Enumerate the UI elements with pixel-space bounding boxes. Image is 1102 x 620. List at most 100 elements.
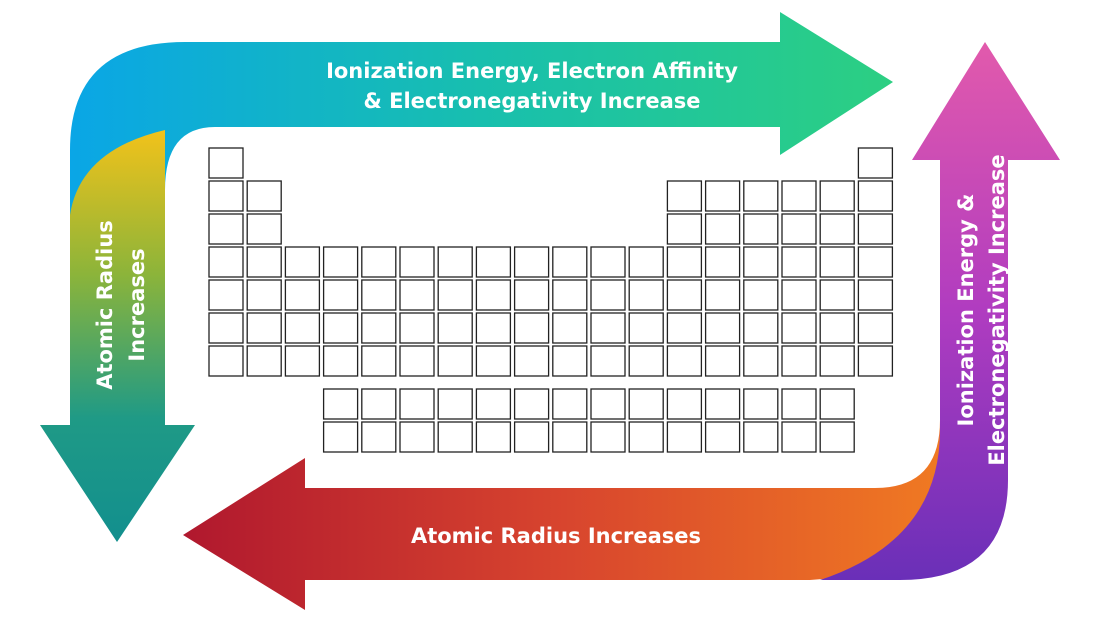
element-cell <box>704 388 741 420</box>
element-cell <box>743 279 779 311</box>
element-cell <box>857 213 894 245</box>
element-cell <box>513 421 550 453</box>
top-arrow <box>70 12 893 240</box>
element-cell <box>513 345 550 377</box>
element-cell <box>819 279 855 311</box>
element-cell <box>552 279 588 311</box>
element-cell <box>666 279 703 311</box>
element-cell <box>284 312 321 344</box>
element-cell <box>666 312 703 344</box>
element-cell <box>743 246 779 278</box>
element-cell <box>552 345 588 377</box>
element-cell <box>781 312 817 344</box>
element-cell <box>857 147 894 179</box>
element-cell <box>704 213 741 245</box>
element-cell <box>590 246 626 278</box>
element-cell <box>322 345 359 377</box>
element-cell <box>857 345 894 377</box>
element-cell <box>666 180 703 212</box>
element-cell <box>475 246 512 278</box>
element-cell <box>284 279 321 311</box>
element-cell <box>743 213 779 245</box>
element-cell <box>552 421 588 453</box>
element-cell <box>781 421 817 453</box>
element-cell <box>819 312 855 344</box>
element-cell <box>208 246 244 278</box>
element-cell <box>399 279 435 311</box>
element-cell <box>475 279 512 311</box>
element-cell <box>399 312 435 344</box>
element-cell <box>819 421 855 453</box>
element-cell <box>743 180 779 212</box>
left-arrow <box>40 130 195 542</box>
element-cell <box>361 345 397 377</box>
element-cell <box>666 246 703 278</box>
right-label: Ionization Energy & <box>954 194 978 427</box>
element-cell <box>399 388 435 420</box>
element-cell <box>857 279 894 311</box>
element-cell <box>208 279 244 311</box>
element-cell <box>666 388 703 420</box>
element-cell <box>437 345 473 377</box>
right-label: Electronegativity Increase <box>985 154 1009 465</box>
periodic-table <box>208 147 894 453</box>
element-cell <box>666 421 703 453</box>
element-cell <box>246 345 282 377</box>
element-cell <box>322 246 359 278</box>
element-cell <box>743 388 779 420</box>
element-cell <box>437 312 473 344</box>
element-cell <box>208 180 244 212</box>
right-arrow <box>820 42 1060 580</box>
element-cell <box>513 388 550 420</box>
element-cell <box>628 345 664 377</box>
element-cell <box>246 312 282 344</box>
element-cell <box>628 279 664 311</box>
element-cell <box>704 345 741 377</box>
element-cell <box>399 246 435 278</box>
element-cell <box>322 312 359 344</box>
element-cell <box>857 312 894 344</box>
element-cell <box>361 421 397 453</box>
element-cell <box>246 213 282 245</box>
element-cell <box>208 345 244 377</box>
element-cell <box>475 421 512 453</box>
element-cell <box>208 312 244 344</box>
element-cell <box>513 312 550 344</box>
element-cell <box>819 213 855 245</box>
element-cell <box>322 388 359 420</box>
element-cell <box>628 388 664 420</box>
element-cell <box>704 312 741 344</box>
element-cell <box>399 421 435 453</box>
element-cell <box>590 421 626 453</box>
element-cell <box>552 388 588 420</box>
element-cell <box>704 421 741 453</box>
element-cell <box>322 279 359 311</box>
element-cell <box>781 246 817 278</box>
element-cell <box>475 345 512 377</box>
element-cell <box>208 213 244 245</box>
element-cell <box>704 180 741 212</box>
element-cell <box>857 246 894 278</box>
left-label: Increases <box>125 248 149 361</box>
element-cell <box>819 180 855 212</box>
element-cell <box>590 345 626 377</box>
element-cell <box>208 147 244 179</box>
element-cell <box>475 388 512 420</box>
element-cell <box>819 345 855 377</box>
element-cell <box>590 312 626 344</box>
element-cell <box>246 180 282 212</box>
element-cell <box>437 246 473 278</box>
element-cell <box>475 312 512 344</box>
element-cell <box>857 180 894 212</box>
element-cell <box>781 213 817 245</box>
element-cell <box>781 388 817 420</box>
element-cell <box>743 421 779 453</box>
top-label: Ionization Energy, Electron Affinity <box>326 59 738 83</box>
element-cell <box>361 246 397 278</box>
element-cell <box>628 312 664 344</box>
element-cell <box>628 246 664 278</box>
element-cell <box>552 312 588 344</box>
element-cell <box>781 279 817 311</box>
element-cell <box>437 279 473 311</box>
